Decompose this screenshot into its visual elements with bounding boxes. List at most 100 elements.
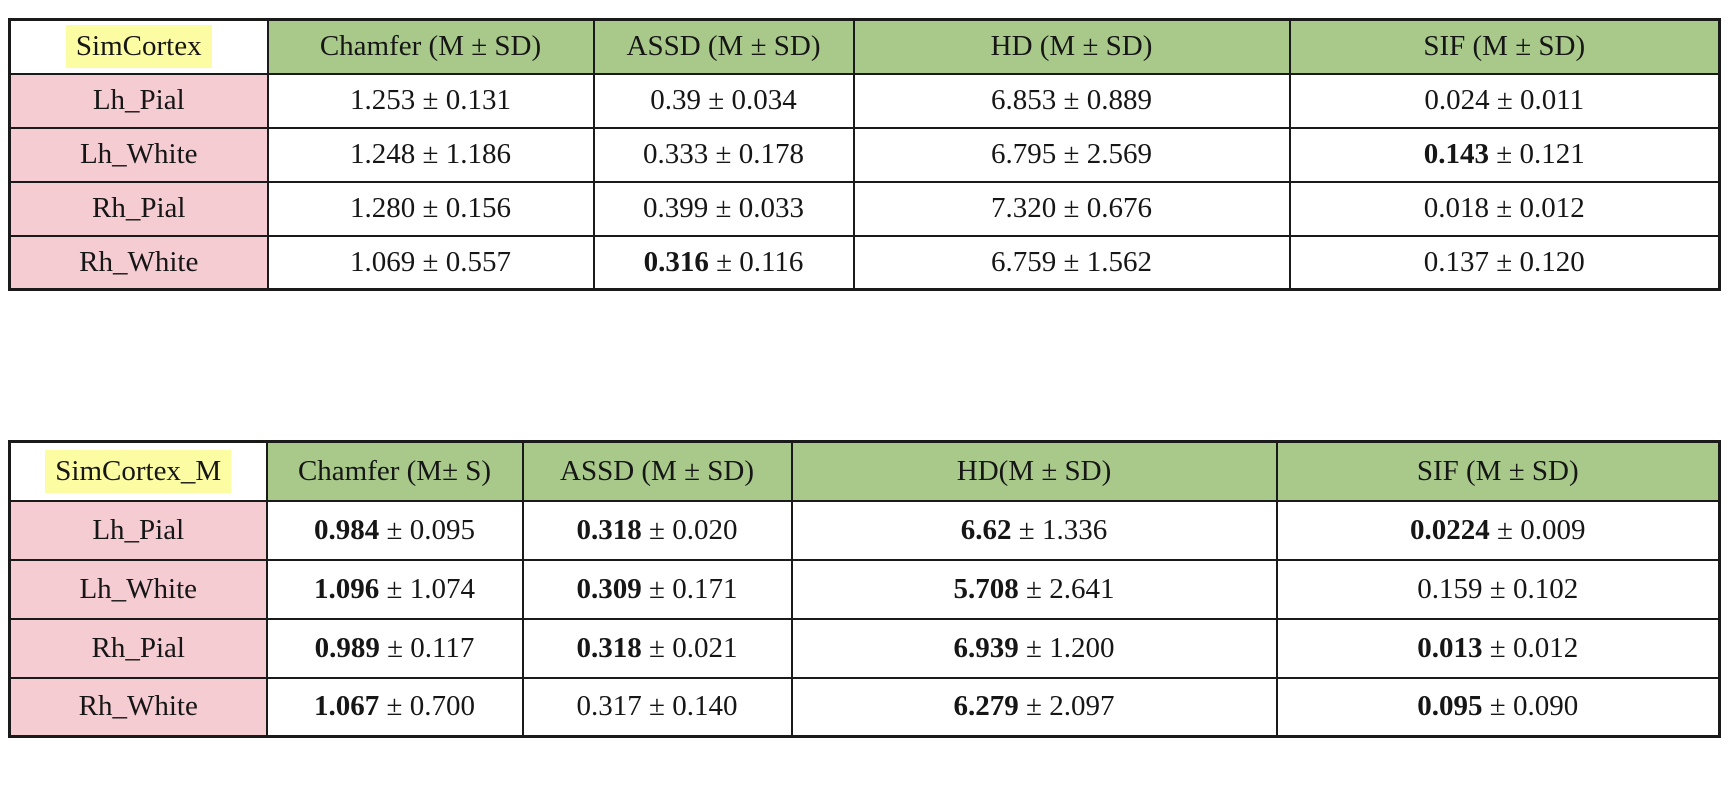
column-header-2: HD (M ± SD) (852, 18, 1291, 75)
mean-value: 0.309 (576, 572, 642, 605)
sd-value: 0.009 (1520, 513, 1586, 546)
value-cell: 0.309 ± 0.171 (521, 558, 793, 620)
sd-value: 0.012 (1512, 631, 1579, 664)
column-header-3: SIF (M ± SD) (1275, 440, 1721, 502)
value-cell: 0.317 ± 0.140 (521, 676, 793, 738)
column-header-2: HD(M ± SD) (790, 440, 1278, 502)
mean-value: 0.989 (314, 631, 380, 664)
table-title: SimCortex_M (45, 449, 232, 493)
mean-value: 6.853 (991, 84, 1057, 116)
value-cell: 1.067 ± 0.700 (265, 676, 524, 738)
header-row: SimCortex Chamfer (M ± SD) ASSD (M ± SD) HD… (8, 18, 1721, 75)
row-header: Rh_Pial (8, 180, 269, 237)
column-header-3: SIF (M ± SD) (1288, 18, 1721, 75)
value-cell: 0.095 ± 0.090 (1275, 676, 1721, 738)
sd-value: 0.676 (1086, 192, 1152, 224)
value-cell: 0.159 ± 0.102 (1275, 558, 1721, 620)
mean-value: 0.316 (643, 245, 709, 278)
row-header: Rh_White (8, 234, 269, 291)
value-cell: 1.248 ± 1.186 (266, 126, 595, 183)
value-cell: 0.333 ± 0.178 (592, 126, 855, 183)
table-simcortex-m-header: SimCortex_M Chamfer (M± S) ASSD (M ± SD) HD… (8, 440, 1721, 502)
table-title-cell: SimCortex_M (8, 440, 268, 502)
table-simcortex-m: SimCortex_M Chamfer (M± S) ASSD (M ± SD) HD… (8, 440, 1721, 738)
sd-value: 0.156 (445, 192, 511, 224)
mean-value: 1.096 (314, 572, 380, 605)
mean-value: 6.62 (960, 513, 1012, 546)
value-cell: 1.096 ± 1.074 (265, 558, 524, 620)
sd-value: 0.889 (1086, 84, 1152, 116)
row-header: Lh_Pial (8, 499, 268, 561)
value-cell: 0.316 ± 0.116 (592, 234, 855, 291)
value-cell: 0.318 ± 0.021 (521, 617, 793, 679)
sd-value: 0.095 (409, 513, 475, 546)
sd-value: 0.033 (738, 192, 804, 224)
column-header-1: ASSD (M ± SD) (521, 440, 793, 502)
sd-value: 0.131 (445, 84, 511, 116)
mean-value: 0.137 (1423, 245, 1490, 278)
table-simcortex-header: SimCortex Chamfer (M ± SD) ASSD (M ± SD) HD… (8, 18, 1721, 75)
mean-value: 1.069 (350, 245, 416, 278)
table-row: Lh_White 1.248 ± 1.186 0.333 ± 0.178 6.795 … (8, 126, 1721, 183)
table-title-cell: SimCortex (8, 18, 269, 75)
mean-value: 0.318 (576, 513, 642, 546)
row-header: Lh_Pial (8, 72, 269, 129)
value-cell: 6.939 ± 1.200 (790, 617, 1278, 679)
mean-value: 6.279 (953, 690, 1019, 723)
value-cell: 0.143 ± 0.121 (1288, 126, 1721, 183)
value-cell: 6.795 ± 2.569 (852, 126, 1291, 183)
sd-value: 0.117 (410, 631, 475, 664)
value-cell: 0.399 ± 0.033 (592, 180, 855, 237)
mean-value: 7.320 (991, 192, 1057, 224)
header-row: SimCortex_M Chamfer (M± S) ASSD (M ± SD) HD… (8, 440, 1721, 502)
value-cell: 0.989 ± 0.117 (265, 617, 524, 679)
value-cell: 0.318 ± 0.020 (521, 499, 793, 561)
sd-value: 0.171 (672, 572, 738, 605)
value-cell: 1.069 ± 0.557 (266, 234, 595, 291)
mean-value: 0.399 (643, 192, 709, 224)
sd-value: 0.557 (445, 245, 511, 278)
sd-value: 0.178 (738, 138, 804, 170)
row-header: Rh_Pial (8, 617, 268, 679)
value-cell: 6.853 ± 0.889 (852, 72, 1291, 129)
value-cell: 1.253 ± 0.131 (266, 72, 595, 129)
sd-value: 0.700 (409, 690, 475, 723)
row-header: Lh_White (8, 558, 268, 620)
row-header: Lh_White (8, 126, 269, 183)
value-cell: 0.0224 ± 0.009 (1275, 499, 1721, 561)
column-header-0: Chamfer (M± S) (265, 440, 524, 502)
table-simcortex: SimCortex Chamfer (M ± SD) ASSD (M ± SD) HD… (8, 18, 1721, 291)
table-simcortex-m-body: Lh_Pial 0.984 ± 0.095 0.318 ± 0.020 6.62 ± … (8, 499, 1721, 738)
sd-value: 0.021 (672, 631, 738, 664)
mean-value: 6.759 (991, 245, 1057, 278)
mean-value: 0.095 (1417, 690, 1483, 723)
mean-value: 6.795 (991, 138, 1057, 170)
mean-value: 0.318 (576, 631, 642, 664)
row-header: Rh_White (8, 676, 268, 738)
column-header-1: ASSD (M ± SD) (592, 18, 855, 75)
sd-value: 0.121 (1519, 138, 1585, 170)
mean-value: 0.013 (1417, 631, 1483, 664)
column-header-0: Chamfer (M ± SD) (266, 18, 595, 75)
value-cell: 0.39 ± 0.034 (592, 72, 855, 129)
mean-value: 5.708 (953, 572, 1019, 605)
sd-value: 0.034 (731, 84, 797, 116)
value-cell: 0.024 ± 0.011 (1288, 72, 1721, 129)
value-cell: 0.018 ± 0.012 (1288, 180, 1721, 237)
table-title: SimCortex (65, 25, 212, 69)
sd-value: 0.012 (1519, 192, 1585, 224)
value-cell: 6.279 ± 2.097 (790, 676, 1278, 738)
mean-value: 0.984 (314, 513, 380, 546)
mean-value: 0.018 (1423, 192, 1490, 224)
sd-value: 1.200 (1049, 631, 1115, 664)
sd-value: 0.090 (1512, 690, 1579, 723)
mean-value: 0.317 (576, 690, 642, 723)
sd-value: 1.074 (409, 572, 475, 605)
mean-value: 0.024 (1424, 84, 1490, 116)
table-simcortex-body: Lh_Pial 1.253 ± 0.131 0.39 ± 0.034 6.853 ± … (8, 72, 1721, 291)
table-row: Rh_Pial 1.280 ± 0.156 0.399 ± 0.033 7.320 ±… (8, 180, 1721, 237)
mean-value: 1.248 (350, 138, 416, 170)
table-row: Rh_White 1.069 ± 0.557 0.316 ± 0.116 6.759 … (8, 234, 1721, 291)
mean-value: 0.143 (1423, 138, 1490, 170)
